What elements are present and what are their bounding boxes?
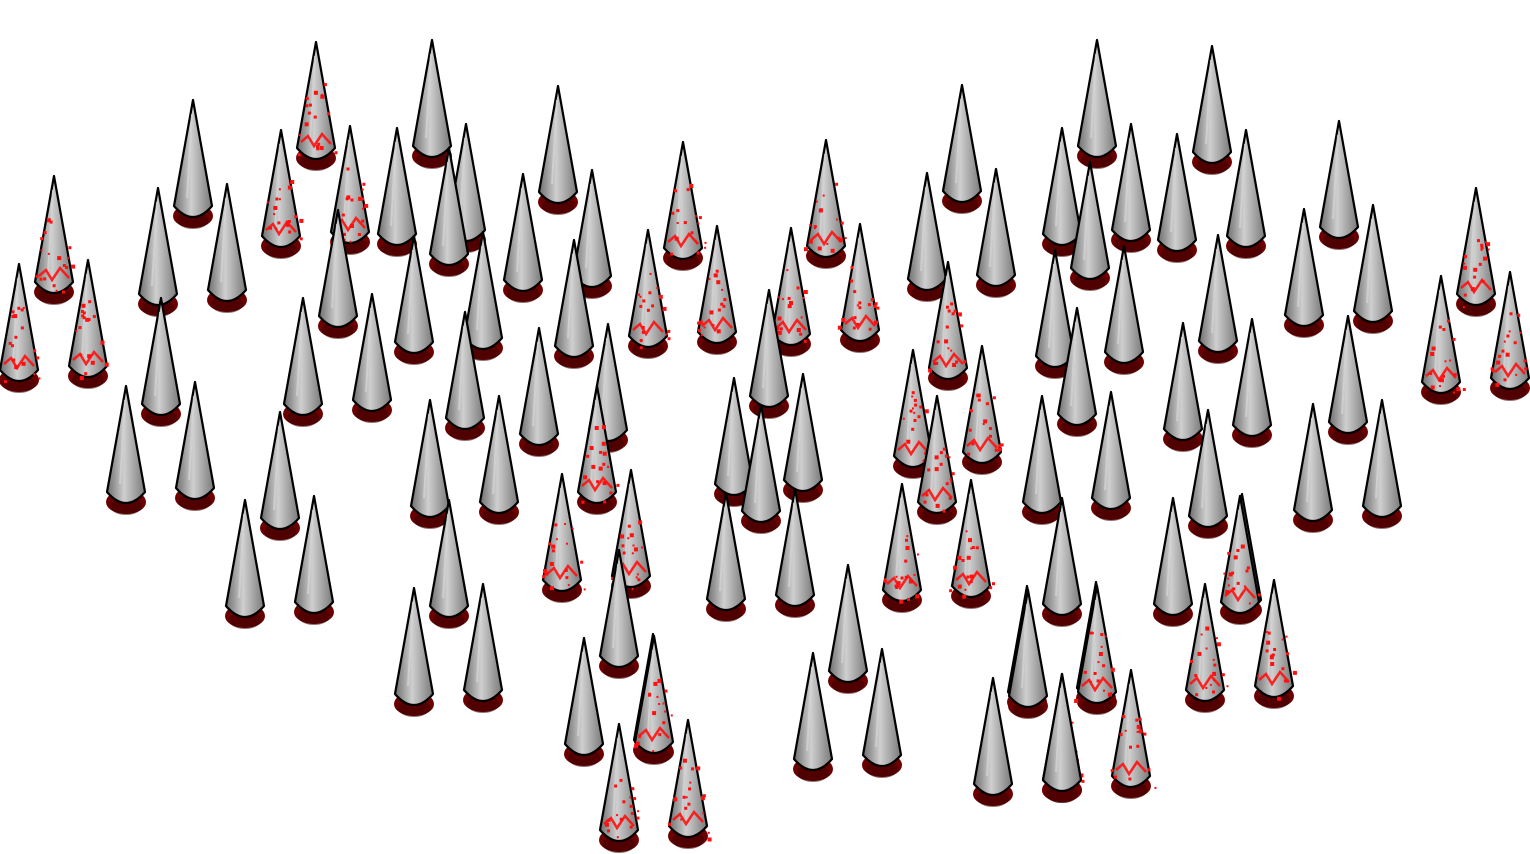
spike-icon (376, 126, 418, 257)
spike-icon (409, 398, 451, 529)
spike-icon (293, 494, 335, 625)
bloody-spike-icon (1110, 668, 1157, 799)
bloody-spike-icon (598, 722, 640, 853)
spike-icon (1041, 496, 1083, 627)
spike-icon (792, 651, 834, 782)
bloody-spike-icon (1253, 578, 1297, 709)
spike-icon (518, 326, 560, 457)
bloody-spike-icon (33, 174, 76, 305)
spike-icon (553, 238, 595, 369)
bloody-spike-icon (1074, 584, 1118, 715)
spike-icon (137, 186, 179, 317)
bloody-spike-icon (0, 262, 41, 393)
spike-icon (462, 582, 504, 713)
spike-icon (1076, 38, 1118, 169)
spike-icon (428, 498, 470, 629)
spike-icon (259, 410, 301, 541)
bloody-spike-icon (1184, 582, 1229, 713)
spike-icon (282, 296, 324, 427)
spike-icon (1327, 314, 1369, 445)
spike-icon (861, 647, 903, 778)
spike-icon (1292, 402, 1334, 533)
spike-icon (478, 394, 520, 525)
spike-icon (444, 310, 486, 441)
spike-icon (428, 146, 470, 277)
bloody-spike-icon (770, 226, 812, 357)
bloody-spike-icon (1420, 274, 1466, 405)
spike-icon (941, 83, 983, 214)
spike-icon (1318, 119, 1360, 250)
spike-icon (1056, 306, 1098, 437)
spike-icon (1090, 390, 1132, 521)
spike-icon (1191, 44, 1233, 175)
spike-icon (1187, 408, 1229, 539)
spike-icon (1162, 321, 1204, 452)
bloody-spike-icon (1455, 186, 1497, 317)
spike-icon (906, 171, 948, 302)
spike-icon (1069, 160, 1111, 291)
spike-icon (537, 84, 579, 215)
spike-icon (1041, 126, 1083, 257)
bloody-spike-icon (837, 222, 881, 353)
spike-icon (782, 372, 824, 503)
spike-icon (705, 491, 747, 622)
bloody-spike-icon (541, 472, 586, 603)
bloody-spike-icon (881, 482, 923, 613)
bloody-spike-icon (260, 128, 304, 259)
spike-icon (1231, 317, 1273, 448)
spike-icon (1361, 398, 1403, 529)
spike-field (0, 38, 1530, 853)
spike-icon (411, 38, 453, 169)
spike-icon (1152, 496, 1194, 627)
spike-icon (172, 98, 214, 229)
spike-icon (1041, 672, 1083, 803)
bloody-spike-icon (295, 40, 338, 171)
spike-icon (393, 586, 435, 717)
spike-icon (105, 384, 147, 515)
spike-icon (1021, 394, 1063, 525)
spike-icon (140, 296, 182, 427)
spike-icon (502, 172, 544, 303)
bloody-spike-icon (667, 718, 712, 849)
spike-icon (1352, 203, 1394, 334)
bloody-spike-icon (927, 260, 969, 391)
spike-icon (827, 563, 869, 694)
spike-icon (1283, 207, 1325, 338)
spike-icon (975, 167, 1017, 298)
spike-icon (1225, 128, 1267, 259)
bloody-spike-icon (67, 258, 109, 389)
bloody-spike-icon (804, 138, 847, 269)
bloody-spike-icon (627, 228, 671, 359)
bloody-spike-icon (961, 344, 1004, 475)
bloody-spike-icon (916, 394, 958, 525)
spike-icon (972, 676, 1014, 807)
spike-icon (740, 403, 782, 534)
bloody-spike-icon (576, 384, 620, 515)
spike-icon (1110, 122, 1152, 253)
spike-icon (774, 487, 816, 618)
spike-icon (1103, 244, 1145, 375)
spike-icon (206, 182, 248, 313)
bloody-spike-icon (662, 140, 707, 271)
spike-icon (563, 636, 605, 767)
bloody-spike-icon (949, 478, 995, 609)
spike-icon (351, 292, 393, 423)
spike-icon (174, 380, 216, 511)
spike-icon (224, 498, 266, 629)
bloody-spike-icon (633, 634, 675, 765)
spike-icon (598, 548, 640, 679)
spike-icon (1197, 233, 1239, 364)
spike-icon (317, 208, 359, 339)
bloody-spike-icon (1489, 270, 1530, 401)
spike-icon (1156, 132, 1198, 263)
spike-icon (1007, 588, 1049, 719)
bloody-spike-icon (1219, 494, 1261, 625)
spike-icon (393, 234, 435, 365)
bloody-spike-icon (696, 224, 738, 355)
